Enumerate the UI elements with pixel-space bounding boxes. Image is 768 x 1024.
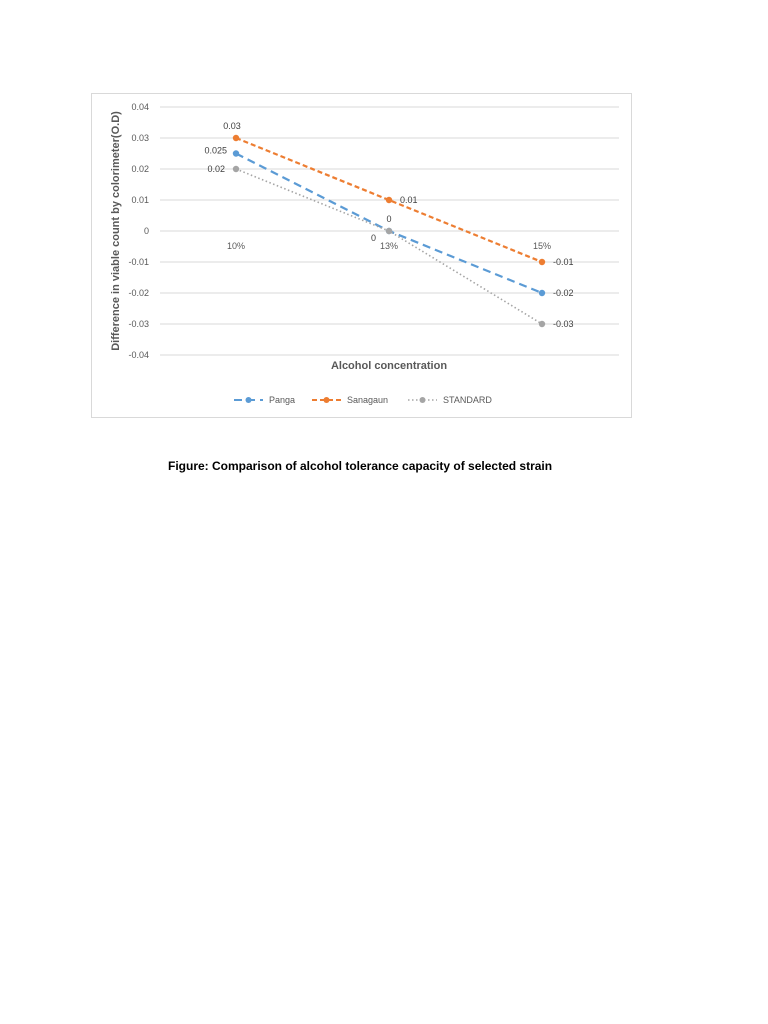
data-labels: 0.025 0 -0.02 0.03 0.01 -0.01 0.02 0 -0.03 — [204, 121, 573, 329]
legend-label-standard: STANDARD — [443, 395, 492, 405]
y-tick-label: -0.04 — [128, 350, 149, 360]
data-label-panga: -0.02 — [553, 288, 574, 298]
y-axis-ticks: 0.04 0.03 0.02 0.01 0 -0.01 -0.02 -0.03 -0.04 — [128, 102, 149, 360]
data-point-standard — [538, 320, 546, 328]
legend: Panga Sanagaun STANDARD — [234, 395, 492, 405]
data-label-standard: 0.02 — [207, 164, 225, 174]
y-tick-label: 0.01 — [131, 195, 149, 205]
x-category-label: 13% — [380, 241, 398, 251]
legend-marker-panga — [245, 397, 252, 403]
figure-caption: Figure: Comparison of alcohol tolerance … — [168, 459, 553, 473]
data-point-panga — [232, 150, 240, 157]
x-axis-title: Alcohol concentration — [331, 360, 447, 372]
data-point-standard — [385, 227, 393, 235]
data-label-panga: 0.025 — [204, 146, 227, 156]
legend-marker-sanagaun — [323, 397, 330, 403]
data-label-sanagaun: 0.03 — [223, 121, 241, 131]
data-point-sanagaun — [538, 258, 546, 266]
x-category-label: 10% — [227, 241, 245, 251]
data-label-sanagaun: 0.01 — [400, 195, 418, 205]
series-line-sanagaun — [235, 136, 543, 264]
y-axis-title: Difference in viable count by colorimete… — [110, 111, 122, 351]
data-label-sanagaun: -0.01 — [553, 257, 574, 267]
series-lines — [232, 134, 546, 328]
y-tick-label: 0.02 — [131, 164, 149, 174]
data-point-sanagaun — [232, 134, 240, 142]
x-category-label: 15% — [533, 241, 551, 251]
data-point-standard — [232, 165, 240, 173]
y-tick-label: 0.04 — [131, 102, 149, 112]
y-tick-label: -0.01 — [128, 257, 149, 267]
legend-marker-standard — [419, 397, 426, 403]
data-label-panga: 0 — [386, 214, 391, 224]
data-point-panga — [538, 289, 546, 297]
data-label-standard: 0 — [371, 233, 376, 243]
y-tick-label: 0.03 — [131, 133, 149, 143]
legend-label-panga: Panga — [269, 395, 295, 405]
legend-label-sanagaun: Sanagaun — [347, 395, 388, 405]
x-axis-categories: 10% 13% 15% — [227, 241, 551, 251]
chart-frame: 0.04 0.03 0.02 0.01 0 -0.01 -0.02 -0.03 -0.04 10… — [91, 93, 632, 418]
y-tick-label: -0.02 — [128, 288, 149, 298]
y-tick-label: 0 — [144, 226, 149, 236]
data-point-sanagaun — [385, 196, 393, 204]
line-chart: 0.04 0.03 0.02 0.01 0 -0.01 -0.02 -0.03 -0.04 10… — [110, 102, 619, 405]
y-tick-label: -0.03 — [128, 319, 149, 329]
data-label-standard: -0.03 — [553, 319, 574, 329]
